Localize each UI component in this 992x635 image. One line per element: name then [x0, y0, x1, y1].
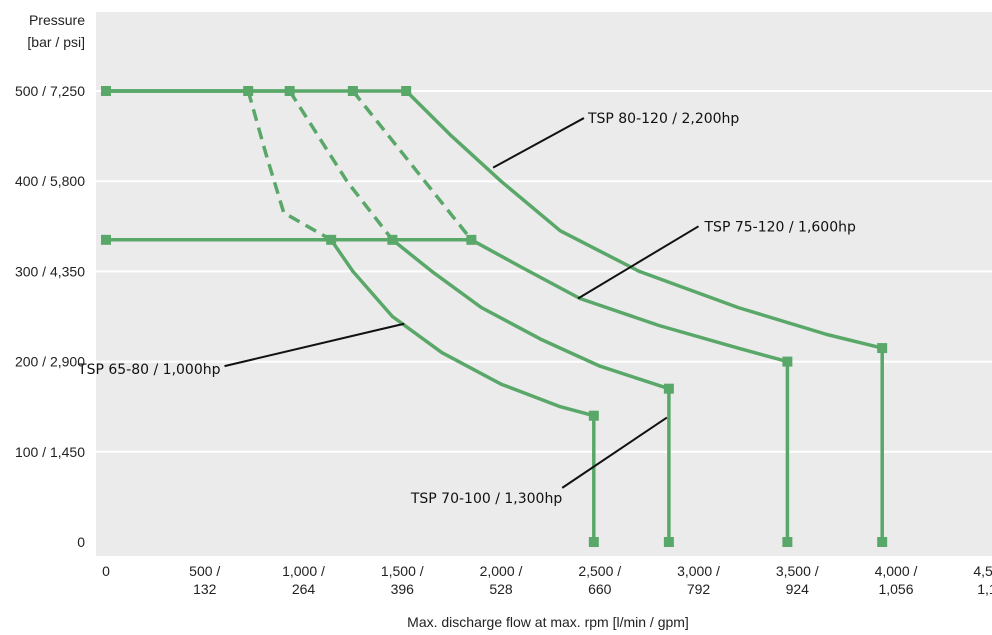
series-4-label: TSP 80-120 / 2,200hp	[587, 111, 739, 127]
x-tick-label-0: 0	[102, 563, 110, 579]
series-1-marker-2	[243, 86, 254, 96]
x-tick-label-500: 500 /132	[189, 563, 220, 597]
x-tick-label-4000: 4,000 /1,056	[875, 563, 918, 597]
y-tick-label-0: 0	[77, 534, 85, 550]
series-3-marker-5	[782, 537, 793, 547]
x-tick-label-3000: 3,000 /792	[677, 563, 720, 597]
series-3-leader-line	[577, 225, 700, 300]
series-4-curve-line	[404, 89, 884, 542]
x-tick-label-1500: 1,500 /396	[381, 563, 424, 597]
x-axis-ticks: 0 500 /132 1,000 /264 1,500 /396 2,000 /528 2…	[102, 563, 992, 597]
series-3-marker-1	[101, 234, 111, 245]
series-3-marker-4	[782, 356, 793, 367]
series-1-leader-line	[224, 322, 405, 368]
series-2-marker-4	[663, 537, 674, 547]
y-tick-label-300: 300 / 4,350	[15, 263, 85, 279]
y-tick-label-400: 400 / 5,800	[15, 173, 85, 189]
series-2-label: TSP 70-100 / 1,300hp	[410, 491, 562, 507]
series-1-label: TSP 65-80 / 1,000hp	[77, 362, 221, 378]
series-2-marker-1	[284, 86, 295, 96]
series-3-label: TSP 75-120 / 1,600hp	[704, 219, 856, 235]
y-tick-label-100: 100 / 1,450	[15, 444, 85, 460]
series-2-marker-3	[663, 383, 674, 394]
series-4-marker-2	[877, 343, 888, 354]
series-1-marker-4	[588, 410, 599, 421]
series-4-marker-3	[877, 537, 888, 547]
y-axis-label-line2: [bar / psi]	[27, 34, 85, 50]
series-3-marker-2	[347, 86, 358, 96]
x-tick-label-3500: 3,500 /924	[776, 563, 819, 597]
series-1-curve-line	[329, 238, 596, 542]
series-3-dashed-line	[351, 89, 473, 241]
y-axis-ticks: 0 100 / 1,450 200 / 2,900 300 / 4,350 400 / …	[15, 83, 85, 550]
x-axis-label: Max. discharge flow at max. rpm [l/min /…	[407, 614, 689, 630]
y-axis-label-line1: Pressure	[29, 12, 85, 28]
series-1-dashed-line	[246, 90, 332, 242]
series-1-marker-3	[326, 234, 337, 245]
plot-area	[96, 12, 992, 556]
series-4-marker-1	[401, 86, 412, 96]
x-tick-label-1000: 1,000 /264	[282, 563, 325, 597]
y-tick-label-500: 500 / 7,250	[15, 83, 85, 99]
series-2-marker-2	[387, 234, 398, 245]
series-markers	[101, 86, 888, 547]
x-tick-label-2000: 2,000 /528	[480, 563, 523, 597]
series-2-dashed-line	[288, 90, 394, 241]
series-1-marker-5	[588, 537, 599, 547]
series-4-leader-line	[492, 117, 585, 169]
y-tick-label-200: 200 / 2,900	[15, 354, 85, 370]
series-1-marker-1	[101, 86, 111, 96]
series-2-leader-line	[561, 416, 668, 489]
x-tick-label-4500: 4,500 /1,188	[973, 563, 992, 597]
series-annotations: TSP 65-80 / 1,000hp TSP 70-100 / 1,300hp T…	[77, 111, 856, 507]
x-tick-label-2500: 2,500 /660	[578, 563, 621, 597]
series-3-marker-3	[466, 234, 477, 245]
